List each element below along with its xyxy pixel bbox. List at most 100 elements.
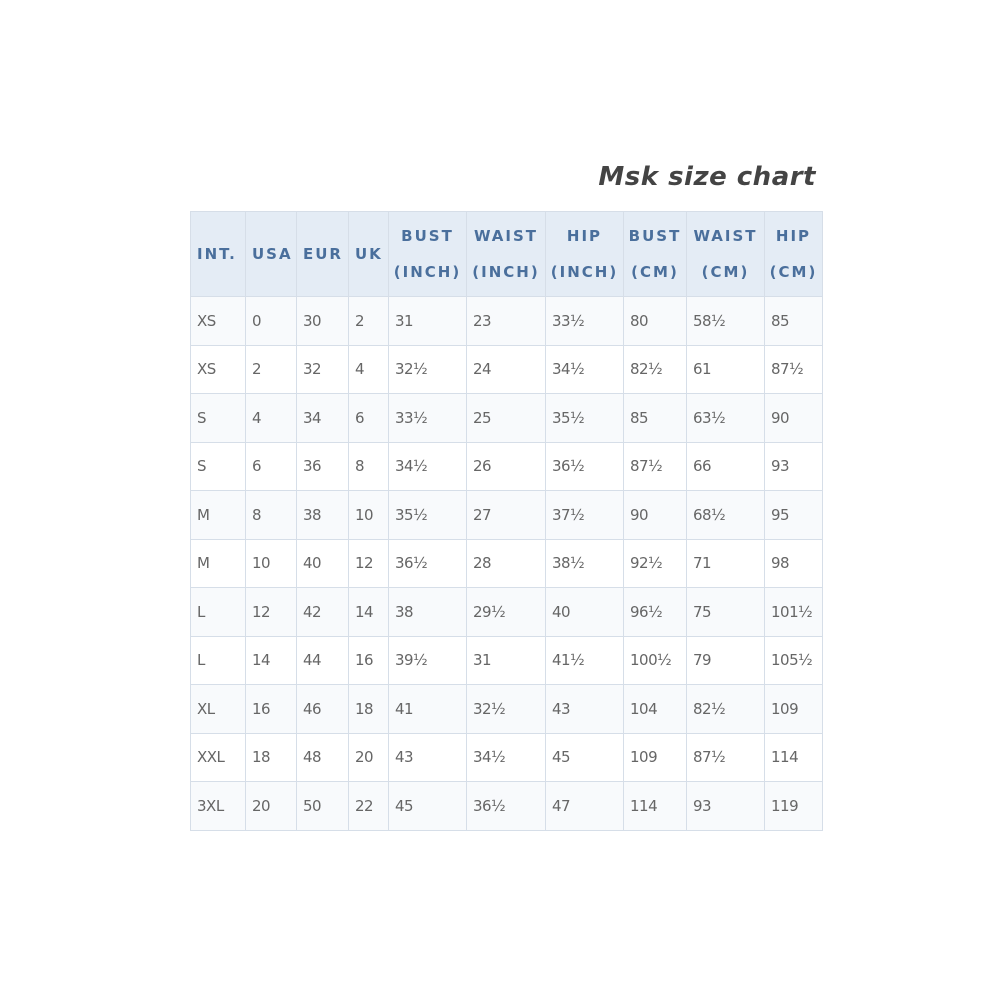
table-cell: 16 [245,684,297,734]
table-cell: 14 [348,587,389,637]
table-cell: 23 [466,296,546,346]
table-cell: 68½ [686,490,765,540]
table-cell: 85 [623,393,687,443]
table-cell: 36 [296,441,349,491]
column-header: UK [348,211,389,297]
table-cell: 31 [388,296,467,346]
table-cell: XS [190,296,246,346]
table-cell: 32 [296,344,349,394]
table-cell: 105½ [764,635,823,685]
table-cell: 20 [245,781,297,831]
table-cell: 34½ [545,344,624,394]
table-cell: 82½ [686,684,765,734]
column-header-label: HIP [566,227,603,245]
table-cell: 87½ [623,441,687,491]
table-cell: 43 [388,732,467,782]
table-cell: 33½ [545,296,624,346]
table-cell: 6 [245,441,297,491]
table-cell: 40 [296,538,349,588]
table-cell: 92½ [623,538,687,588]
header-row: INT. USA EUR UK BUST (INCH) WAIST (INCH) HIP (INC… [190,211,823,297]
table-cell: 10 [245,538,297,588]
table-cell: 109 [764,684,823,734]
table-cell: 18 [348,684,389,734]
column-header-label: BUST [401,227,454,245]
table-cell: 18 [245,732,297,782]
table-cell: 20 [348,732,389,782]
table-cell: M [190,538,246,588]
table-cell: L [190,587,246,637]
table-cell: 4 [245,393,297,443]
column-header-unit: (INCH) [550,263,619,281]
table-cell: 34 [296,393,349,443]
table-cell: 87½ [686,732,765,782]
table-cell: 16 [348,635,389,685]
table-cell: 24 [466,344,546,394]
table-row: XS 2 32 4 32½ 24 34½ 82½ 61 87½ [190,344,823,394]
table-cell: 48 [296,732,349,782]
table-cell: 34½ [388,441,467,491]
table-cell: 82½ [623,344,687,394]
table-cell: 36½ [545,441,624,491]
column-header: HIP (CM) [764,211,823,297]
table-row: 3XL 20 50 22 45 36½ 47 114 93 119 [190,781,823,831]
column-header-label: BUST [628,227,682,245]
table-cell: XS [190,344,246,394]
column-header-label: HIP [775,227,812,245]
table-cell: 25 [466,393,546,443]
table-cell: 22 [348,781,389,831]
table-cell: 31 [466,635,546,685]
table-cell: 85 [764,296,823,346]
table-cell: 6 [348,393,389,443]
table-cell: 45 [388,781,467,831]
table-cell: XXL [190,732,246,782]
table-cell: 36½ [466,781,546,831]
column-header: WAIST (CM) [686,211,765,297]
column-header-unit: (INCH) [472,263,540,281]
column-header: WAIST (INCH) [466,211,546,297]
table-cell: 38 [296,490,349,540]
table-row: L 12 42 14 38 29½ 40 96½ 75 101½ [190,587,823,637]
table-cell: 38 [388,587,467,637]
column-header-label: INT. [197,245,237,263]
table-row: XXL 18 48 20 43 34½ 45 109 87½ 114 [190,732,823,782]
column-header-unit: (CM) [631,263,679,281]
table-cell: 39½ [388,635,467,685]
table-cell: 71 [686,538,765,588]
table-cell: 2 [348,296,389,346]
table-cell: 10 [348,490,389,540]
table-cell: 58½ [686,296,765,346]
column-header: BUST (INCH) [388,211,467,297]
table-cell: 12 [245,587,297,637]
column-header-label: EUR [303,245,343,263]
table-cell: 8 [348,441,389,491]
table-cell: 26 [466,441,546,491]
column-header: USA [245,211,297,297]
chart-title: Msk size chart [598,162,816,192]
column-header: BUST (CM) [623,211,687,297]
table-cell: 29½ [466,587,546,637]
table-cell: 66 [686,441,765,491]
table-cell: 41 [388,684,467,734]
table-cell: 100½ [623,635,687,685]
table-cell: 41½ [545,635,624,685]
column-header-label: UK [355,245,383,263]
column-header: INT. [190,211,246,297]
table-cell: 44 [296,635,349,685]
table-row: XL 16 46 18 41 32½ 43 104 82½ 109 [190,684,823,734]
table-cell: 14 [245,635,297,685]
table-cell: 34½ [466,732,546,782]
table-cell: 8 [245,490,297,540]
table-cell: 37½ [545,490,624,540]
table-cell: 45 [545,732,624,782]
table-cell: 36½ [388,538,467,588]
table-cell: 27 [466,490,546,540]
table-cell: S [190,441,246,491]
table-cell: 90 [623,490,687,540]
table-cell: 40 [545,587,624,637]
table-cell: 109 [623,732,687,782]
table-cell: 119 [764,781,823,831]
column-header: HIP (INCH) [545,211,624,297]
table-row: XS 0 30 2 31 23 33½ 80 58½ 85 [190,296,823,346]
table-cell: 93 [686,781,765,831]
